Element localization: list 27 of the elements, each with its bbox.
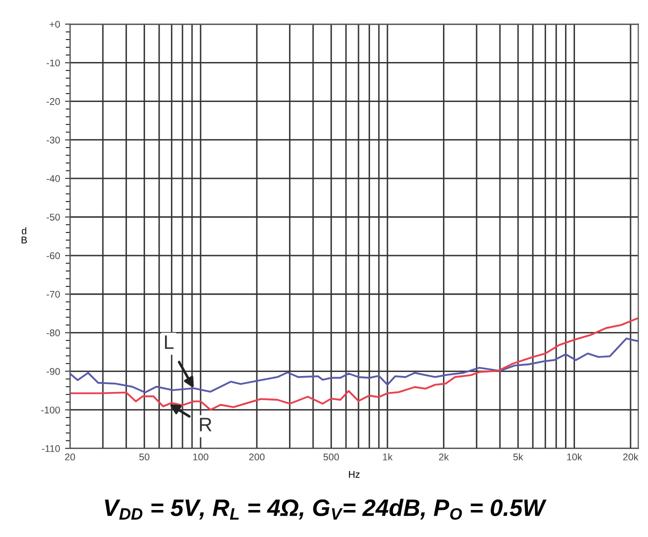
x-tick-label: 20k <box>623 453 638 460</box>
annotation: R <box>200 418 212 432</box>
y-tick-label: -80 <box>46 329 60 336</box>
x-tick-label: 1k <box>383 453 393 460</box>
x-tick-label: 20 <box>65 454 76 460</box>
x-axis-title: Hz <box>348 471 360 478</box>
y-tick-label: +0 <box>50 20 60 28</box>
y-tick-label: -10 <box>46 59 60 66</box>
y-tick-label: -40 <box>46 175 60 182</box>
y-tick-label: -90 <box>46 368 60 375</box>
chart-title: V$_{DD}$ = 5V, R$_{L}$ = 4Ω, G$_{V}$= 24dB, P$_{O}$ = 0.5W <box>104 498 547 520</box>
x-tick-label: 10k <box>567 453 582 460</box>
x-tick-label: 500 <box>323 454 339 460</box>
y-tick-label: -20 <box>46 98 60 105</box>
annotation: L <box>165 335 174 349</box>
y-tick-label: -70 <box>46 290 60 298</box>
x-tick-label: 2k <box>439 453 449 460</box>
y-tick-label: -60 <box>46 252 60 260</box>
x-tick-label: 100 <box>193 454 208 460</box>
x-tick-label: 5k <box>513 453 524 460</box>
y-tick-label: -100 <box>41 406 60 414</box>
y-axis-title: dB <box>22 227 27 244</box>
y-tick-label: -50 <box>46 214 60 221</box>
y-tick-label: -110 <box>42 445 60 452</box>
y-tick-label: -30 <box>46 136 60 144</box>
x-tick-label: 50 <box>139 454 150 460</box>
x-tick-label: 200 <box>249 454 265 460</box>
